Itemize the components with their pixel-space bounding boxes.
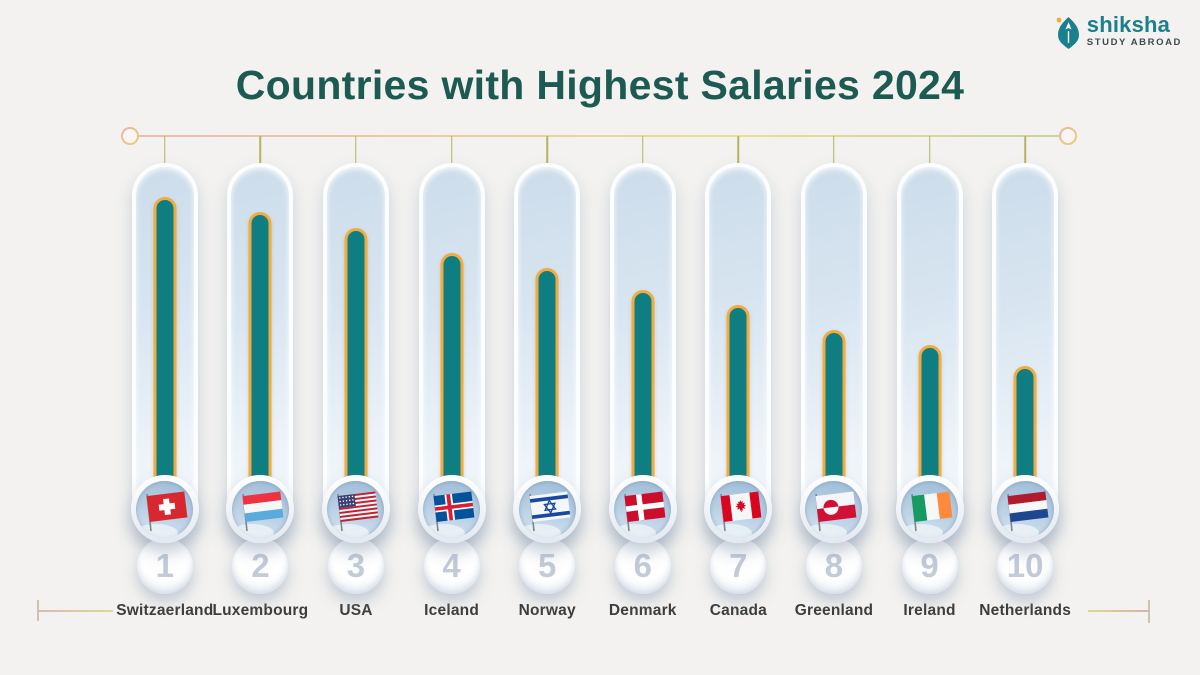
column-connector-tick [1024, 136, 1026, 164]
rank-number: 7 [729, 547, 748, 584]
thermometer-bar [535, 268, 559, 503]
flag-badge [321, 475, 390, 543]
rank-number: 3 [346, 547, 366, 584]
chart-column: 8 Greenland [786, 136, 882, 656]
chart-column: 7 Canada [691, 136, 787, 656]
column-connector-tick [355, 136, 357, 164]
rank-number: 10 [1006, 547, 1044, 584]
rank-number: 5 [537, 547, 557, 584]
rank-number: 4 [442, 547, 461, 584]
rank-badge: 9 [901, 538, 958, 594]
country-label: Switzaerland [116, 602, 214, 619]
flag-luxembourg-icon [231, 480, 289, 538]
flag-badge [513, 475, 582, 543]
thermometer-track [227, 163, 294, 543]
rank-badge: 8 [805, 538, 862, 594]
thermometer-track [609, 163, 676, 543]
column-connector-tick [450, 136, 453, 164]
country-label: Canada [709, 602, 767, 619]
thermometer-track [131, 163, 198, 543]
flag-badge [608, 475, 677, 543]
rank-number: 6 [633, 547, 652, 584]
flag-badge [799, 475, 868, 543]
thermometer-bar [440, 253, 464, 503]
chart-column: 1 Switzaerland [116, 136, 214, 656]
country-label: USA [339, 602, 373, 619]
bottom-tick-left [37, 600, 39, 621]
brand-tagline: STUDY ABROAD [1086, 37, 1182, 48]
bottom-line-right [1088, 610, 1148, 612]
column-connector-tick [928, 136, 931, 164]
rank-badge: 1 [136, 538, 193, 594]
flag-badge [895, 475, 964, 543]
column-connector-tick [259, 136, 262, 164]
page-title: Countries with Highest Salaries 2024 [235, 62, 965, 108]
column-connector-tick [737, 136, 740, 164]
chart-column: 2 Luxembourg [212, 136, 309, 656]
thermometer-bar [248, 212, 272, 503]
chart-column: 3 USA [308, 136, 404, 656]
column-connector-tick [546, 136, 548, 164]
country-label: Ireland [903, 602, 956, 619]
thermometer-bar [726, 305, 750, 503]
flag-greenland-icon [805, 480, 863, 538]
rank-number: 2 [251, 547, 270, 584]
pen-nib-plane-icon [1056, 17, 1079, 49]
country-label: Denmark [608, 602, 677, 619]
rank-badge: 10 [997, 538, 1054, 594]
rank-badge: 3 [327, 538, 384, 594]
column-connector-tick [164, 136, 166, 164]
flag-netherlands-icon [996, 480, 1054, 538]
bottom-line-left [38, 610, 113, 612]
rank-badge: 4 [423, 538, 480, 594]
line-end-circle-right [1059, 127, 1077, 145]
flag-badge [704, 475, 773, 543]
line-end-circle-left [121, 127, 139, 145]
flag-ireland-icon [901, 480, 959, 538]
rank-badge: 7 [710, 538, 767, 594]
flag-iceland-icon [423, 480, 481, 538]
column-connector-tick [642, 136, 644, 164]
rank-badge: 2 [232, 538, 289, 594]
brand-name: shiksha [1086, 12, 1171, 37]
chart-column: 10 Netherlands [977, 136, 1073, 656]
country-label: Greenland [794, 602, 874, 619]
rank-number: 9 [920, 547, 939, 584]
country-label: Norway [518, 602, 576, 619]
chart-column: 4 Iceland [404, 136, 500, 656]
chart-column: 5 Norway [499, 136, 595, 656]
flag-israel-design-icon [518, 480, 576, 538]
rank-badge: 6 [614, 538, 671, 594]
rank-badge: 5 [519, 538, 576, 594]
chart-column: 9 Ireland [882, 136, 978, 656]
flag-badge [226, 475, 295, 543]
flag-switzerland-icon [136, 480, 194, 538]
brand-logo: shiksha STUDY ABROAD [1055, 14, 1182, 50]
chart-column: 6 Denmark [595, 136, 691, 656]
flag-denmark-icon [614, 480, 672, 538]
thermometer-bar [153, 197, 177, 503]
bottom-tick-right [1148, 600, 1150, 623]
country-label: Netherlands [979, 602, 1072, 619]
flag-canada-icon [709, 480, 767, 538]
rank-number: 1 [155, 547, 174, 584]
country-label: Iceland [424, 602, 479, 619]
flag-badge [130, 475, 199, 543]
column-connector-tick [833, 136, 835, 164]
country-label: Luxembourg [212, 602, 309, 619]
flag-badge [417, 475, 486, 543]
bar-chart: 1 Switzaerland 2 Luxembourg [116, 136, 1073, 656]
thermometer-bar [344, 228, 368, 503]
rank-number: 8 [824, 547, 844, 584]
flag-usa-icon [327, 480, 385, 538]
flag-badge [991, 475, 1060, 543]
top-connector-line [138, 135, 1059, 137]
thermometer-bar [631, 290, 655, 503]
